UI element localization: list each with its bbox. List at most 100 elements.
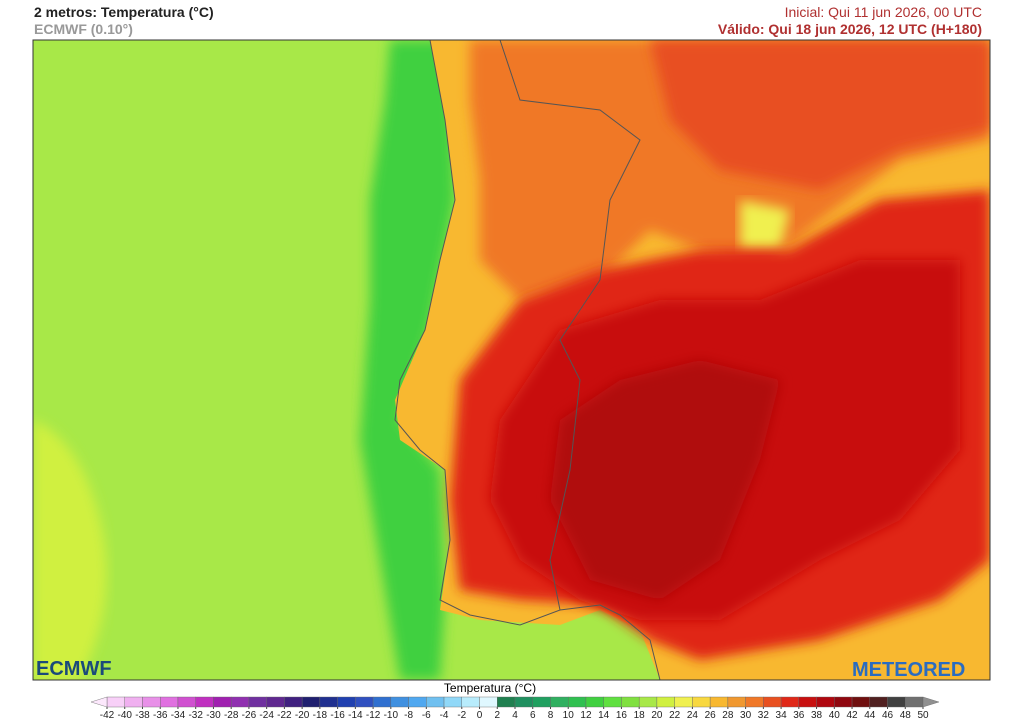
- colorbar-segment: [284, 696, 303, 708]
- colorbar-segment: [390, 696, 409, 708]
- colorbar-segment: [834, 696, 853, 708]
- colorbar-tick-label: -2: [457, 710, 466, 720]
- colorbar-segment: [692, 696, 711, 708]
- colorbar-segment: [124, 696, 143, 708]
- colorbar-segment: [408, 696, 427, 708]
- colorbar-segment: [709, 696, 729, 708]
- colorbar-tick-label: 36: [793, 710, 805, 720]
- colorbar-segment: [372, 696, 392, 708]
- colorbar-tick-label: 10: [563, 710, 575, 720]
- colorbar-tick-label: 2: [494, 710, 500, 720]
- colorbar-tick-label: -16: [330, 710, 345, 720]
- colorbar-segment: [266, 696, 285, 708]
- model: ECMWF (0.10°): [34, 21, 133, 37]
- colorbar-segment: [603, 696, 622, 708]
- colorbar-segment: [177, 696, 196, 708]
- colorbar-under: [90, 696, 108, 708]
- colorbar-segment: [727, 696, 746, 708]
- colorbar-segment: [532, 696, 551, 708]
- colorbar-segment: [497, 696, 516, 708]
- title: 2 metros: Temperatura (°C): [34, 4, 214, 20]
- colorbar-tick-label: 40: [829, 710, 841, 720]
- colorbar-tick-label: 12: [580, 710, 592, 720]
- colorbar-tick-label: -18: [313, 710, 328, 720]
- colorbar-segment: [638, 696, 658, 708]
- colorbar-tick-label: 42: [846, 710, 858, 720]
- colorbar-tick-label: 14: [598, 710, 610, 720]
- colorbar-tick-label: 4: [512, 710, 518, 720]
- colorbar-segment: [337, 696, 356, 708]
- colorbar: -42 -40 -38 -36 -34 -32 -30 -28 -26 -24 -22 -20 -18-…: [90, 696, 940, 720]
- map-field: [33, 40, 990, 680]
- colorbar-tick-label: 24: [687, 710, 699, 720]
- colorbar-tick-label: 0: [477, 710, 483, 720]
- colorbar-segment: [426, 696, 445, 708]
- colorbar-tick-label: 26: [705, 710, 717, 720]
- colorbar-segment: [248, 696, 267, 708]
- colorbar-segment: [568, 696, 587, 708]
- colorbar-tick-label: 18: [634, 710, 646, 720]
- colorbar-tick-label: 50: [917, 710, 929, 720]
- colorbar-segment: [301, 696, 321, 708]
- colorbar-segment: [142, 696, 161, 708]
- colorbar-segment: [887, 696, 906, 708]
- colorbar-tick-label: -10: [384, 710, 399, 720]
- colorbar-segment: [851, 696, 870, 708]
- colorbar-tick-label: 30: [740, 710, 752, 720]
- colorbar-tick-label: -12: [366, 710, 381, 720]
- colorbar-segment: [816, 696, 835, 708]
- colorbar-segment: [585, 696, 604, 708]
- colorbar-tick-label: -26: [242, 710, 257, 720]
- colorbar-segment: [106, 696, 125, 708]
- logo-meteored: METEORED: [852, 659, 965, 681]
- colorbar-tick-label: 16: [616, 710, 628, 720]
- colorbar-tick-label: 34: [776, 710, 788, 720]
- valid-time: Válido: Qui 18 jun 2026, 12 UTC (H+180): [717, 21, 982, 37]
- colorbar-tick-label: -30: [206, 710, 221, 720]
- colorbar-segment: [656, 696, 675, 708]
- colorbar-tick-label: -22: [277, 710, 292, 720]
- colorbar-tick-label: -20: [295, 710, 310, 720]
- colorbar-segment: [355, 696, 374, 708]
- colorbar-tick-label: -14: [348, 710, 363, 720]
- colorbar-tick-label: 20: [651, 710, 663, 720]
- colorbar-segment: [550, 696, 569, 708]
- colorbar-segment: [798, 696, 817, 708]
- colorbar-label: Temperatura (°C): [444, 681, 536, 695]
- colorbar-segment: [763, 696, 782, 708]
- logo-ecmwf: ECMWF: [36, 658, 112, 680]
- colorbar-segment: [479, 696, 498, 708]
- colorbar-tick-label: 8: [548, 710, 554, 720]
- colorbar-segment: [443, 696, 462, 708]
- colorbar-tick-label: 28: [722, 710, 734, 720]
- colorbar-tick-label: 48: [900, 710, 912, 720]
- colorbar-tick-label: -4: [440, 710, 449, 720]
- initial-time: Inicial: Qui 11 jun 2026, 00 UTC: [784, 4, 982, 20]
- colorbar-tick-label: -40: [118, 710, 133, 720]
- colorbar-tick-label: -34: [171, 710, 186, 720]
- colorbar-segment: [745, 696, 764, 708]
- colorbar-segment: [213, 696, 232, 708]
- colorbar-tick-label: 46: [882, 710, 894, 720]
- colorbar-segment: [319, 696, 338, 708]
- colorbar-tick-label: 38: [811, 710, 823, 720]
- colorbar-segment: [461, 696, 480, 708]
- colorbar-tick-label: -42: [100, 710, 115, 720]
- colorbar-tick-label: -38: [135, 710, 150, 720]
- colorbar-segment: [869, 696, 888, 708]
- colorbar-segment: [195, 696, 214, 708]
- colorbar-tick-label: -6: [422, 710, 431, 720]
- colorbar-segment: [160, 696, 179, 708]
- colorbar-over: [922, 696, 940, 708]
- colorbar-segment: [674, 696, 693, 708]
- colorbar-segment: [514, 696, 533, 708]
- colorbar-tick-label: -28: [224, 710, 239, 720]
- colorbar-segment: [780, 696, 800, 708]
- colorbar-tick-label: 6: [530, 710, 536, 720]
- colorbar-tick-label: -8: [404, 710, 413, 720]
- colorbar-segment: [230, 696, 250, 708]
- colorbar-tick-label: 22: [669, 710, 681, 720]
- colorbar-tick-label: -32: [188, 710, 203, 720]
